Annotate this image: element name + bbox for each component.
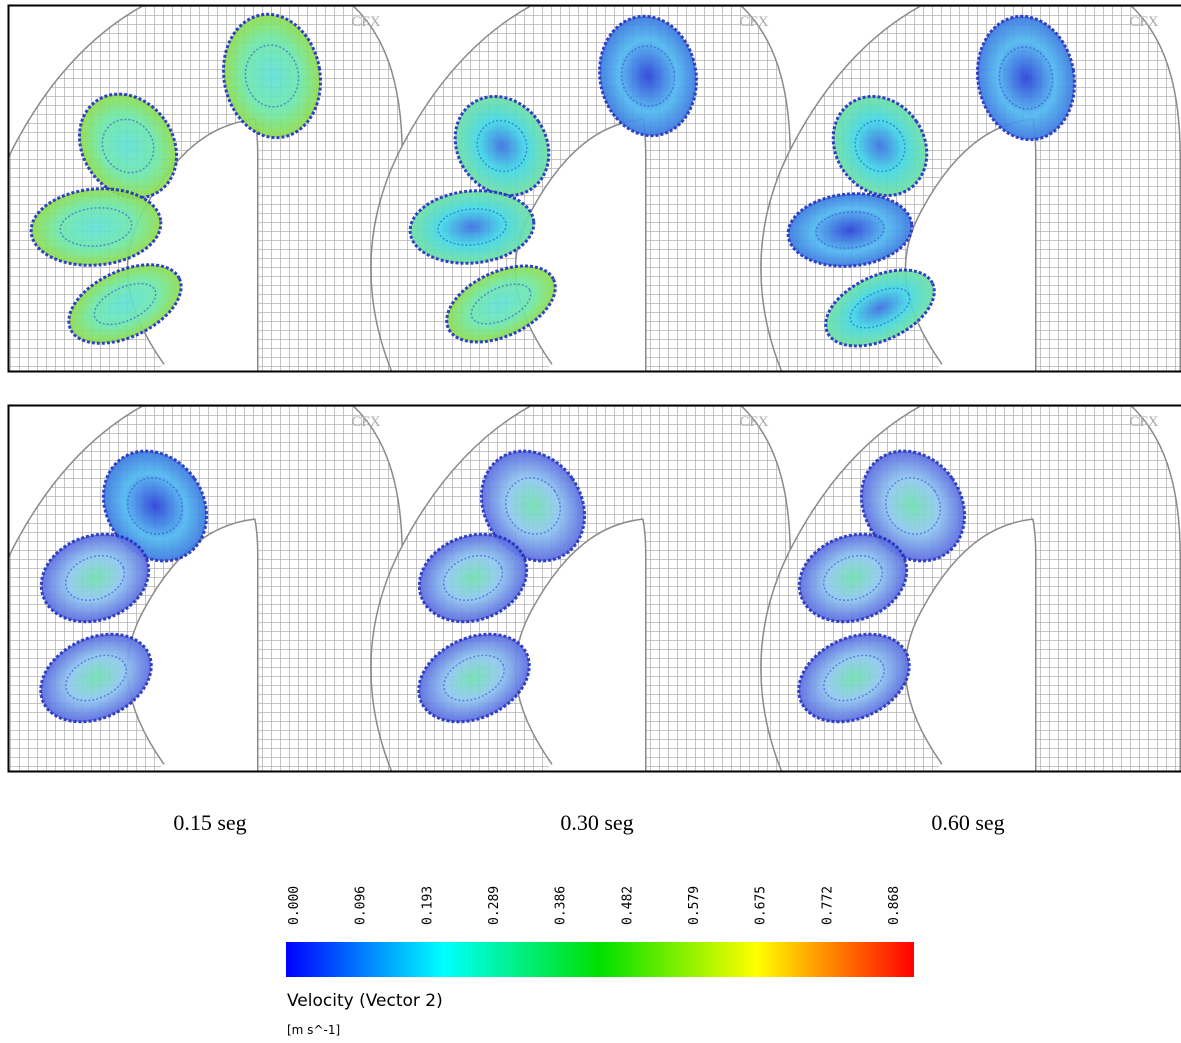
- legend-units: [m s^-1]: [287, 1023, 340, 1037]
- colorbar-tick-label: 0.868: [887, 886, 902, 925]
- panel-row: CFX CFX CFX: [28, 7, 1159, 426]
- colorbar-tick-label: 0.096: [354, 886, 369, 925]
- colorbar-tick-label: 0.482: [620, 886, 635, 925]
- watermark: CFX: [1129, 14, 1158, 30]
- colorbar-tick-label: 0.675: [754, 886, 769, 925]
- pipe-render: CFX: [27, 414, 381, 826]
- pipe-render: CFX: [785, 9, 1159, 426]
- colorbar-tick-label: 0.386: [554, 886, 569, 925]
- watermark: CFX: [739, 14, 768, 30]
- time-label: 0.15 seg: [173, 810, 246, 835]
- colorbar-ticks: 0.000 0.096 0.193 0.289 0.386 0.482 0.579 0.675…: [287, 886, 902, 925]
- watermark: CFX: [351, 414, 380, 430]
- figure: CFX CFX CFX CFX CFX CFX 0.15 seg 0.30 seg 0.…: [0, 0, 1181, 1043]
- colorbar-tick-label: 0.193: [420, 886, 435, 925]
- colorbar-tick-label: 0.579: [687, 886, 702, 925]
- pipe-render: CFX: [28, 7, 381, 426]
- legend-title: Velocity (Vector 2): [287, 991, 443, 1011]
- pipe-render: CFX: [405, 414, 769, 826]
- colorbar: [286, 942, 914, 977]
- watermark: CFX: [1129, 414, 1158, 430]
- colorbar-tick-label: 0.289: [487, 886, 502, 925]
- panel-row: CFX CFX CFX: [27, 414, 1159, 826]
- pipe-render: CFX: [407, 9, 769, 426]
- watermark: CFX: [351, 14, 380, 30]
- colorbar-tick-label: 0.000: [287, 886, 302, 925]
- page: CFX CFX CFX CFX CFX CFX 0.15 seg 0.30 seg 0.…: [0, 0, 1181, 1043]
- pipe-render: CFX: [785, 414, 1159, 826]
- time-label: 0.60 seg: [931, 810, 1004, 835]
- colorbar-tick-label: 0.772: [820, 886, 835, 925]
- time-label: 0.30 seg: [560, 810, 633, 835]
- watermark: CFX: [739, 414, 768, 430]
